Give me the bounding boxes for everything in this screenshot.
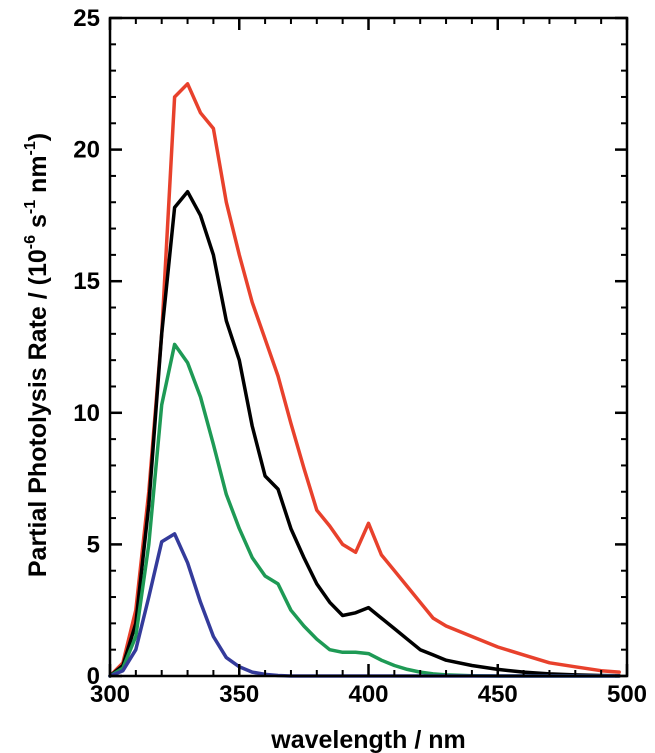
series-line-3 [110,344,619,676]
series-line-1 [110,84,619,676]
y-axis-title: Partial Photolysis Rate / (10-6 s-1 nm-1… [22,133,52,577]
y-tick-label: 15 [73,268,100,295]
plot-frame [110,18,627,676]
y-axis-title-main: Partial Photolysis Rate / (10 [24,249,52,577]
y-tick-label: 10 [73,400,100,427]
y-tick-label: 20 [73,137,100,164]
y-axis-title-exp2: -1 [22,200,39,214]
y-tick-label: 0 [87,663,100,690]
y-tick-label: 5 [87,531,100,558]
plot-area [110,84,619,676]
x-tick-label: 450 [478,681,518,708]
x-tick-label: 350 [219,681,259,708]
y-axis-title-mid2: nm [24,155,52,199]
y-axis-title-exp1: -6 [22,235,39,249]
y-axis-title-mid: s [24,214,52,235]
y-tick-label: 25 [73,5,100,32]
y-axis-ticks: 0 5 10 15 20 25 [73,5,627,690]
x-tick-label: 500 [607,681,647,708]
y-axis-title-end: ) [24,133,52,141]
x-tick-label: 400 [348,681,388,708]
x-axis-title: wavelength / nm [270,726,465,753]
y-axis-title-exp3: -1 [22,141,39,155]
series-line-2 [110,192,619,676]
